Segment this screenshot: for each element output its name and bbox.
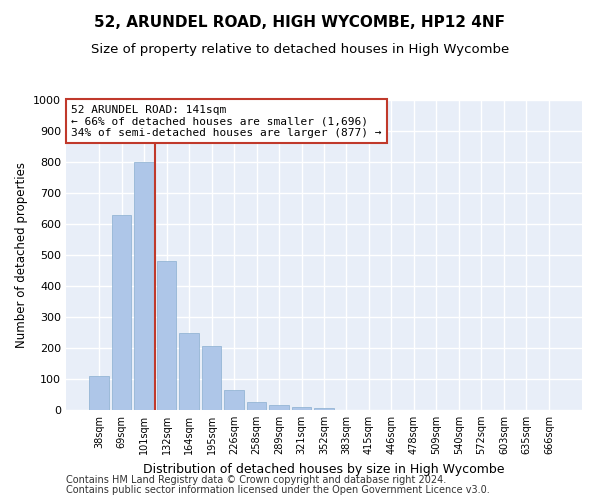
Bar xyxy=(292,407,311,410)
Bar xyxy=(112,214,131,410)
Text: Contains public sector information licensed under the Open Government Licence v3: Contains public sector information licen… xyxy=(66,485,490,495)
Text: Size of property relative to detached houses in High Wycombe: Size of property relative to detached ho… xyxy=(91,42,509,56)
Text: 52 ARUNDEL ROAD: 141sqm
← 66% of detached houses are smaller (1,696)
34% of semi: 52 ARUNDEL ROAD: 141sqm ← 66% of detache… xyxy=(71,104,382,138)
Bar xyxy=(179,332,199,410)
X-axis label: Distribution of detached houses by size in High Wycombe: Distribution of detached houses by size … xyxy=(143,462,505,475)
Bar xyxy=(202,346,221,410)
Text: 52, ARUNDEL ROAD, HIGH WYCOMBE, HP12 4NF: 52, ARUNDEL ROAD, HIGH WYCOMBE, HP12 4NF xyxy=(95,15,505,30)
Bar xyxy=(157,261,176,410)
Text: Contains HM Land Registry data © Crown copyright and database right 2024.: Contains HM Land Registry data © Crown c… xyxy=(66,475,446,485)
Bar xyxy=(247,402,266,410)
Bar xyxy=(134,162,154,410)
Bar xyxy=(314,408,334,410)
Y-axis label: Number of detached properties: Number of detached properties xyxy=(14,162,28,348)
Bar xyxy=(269,406,289,410)
Bar xyxy=(89,376,109,410)
Bar xyxy=(224,390,244,410)
